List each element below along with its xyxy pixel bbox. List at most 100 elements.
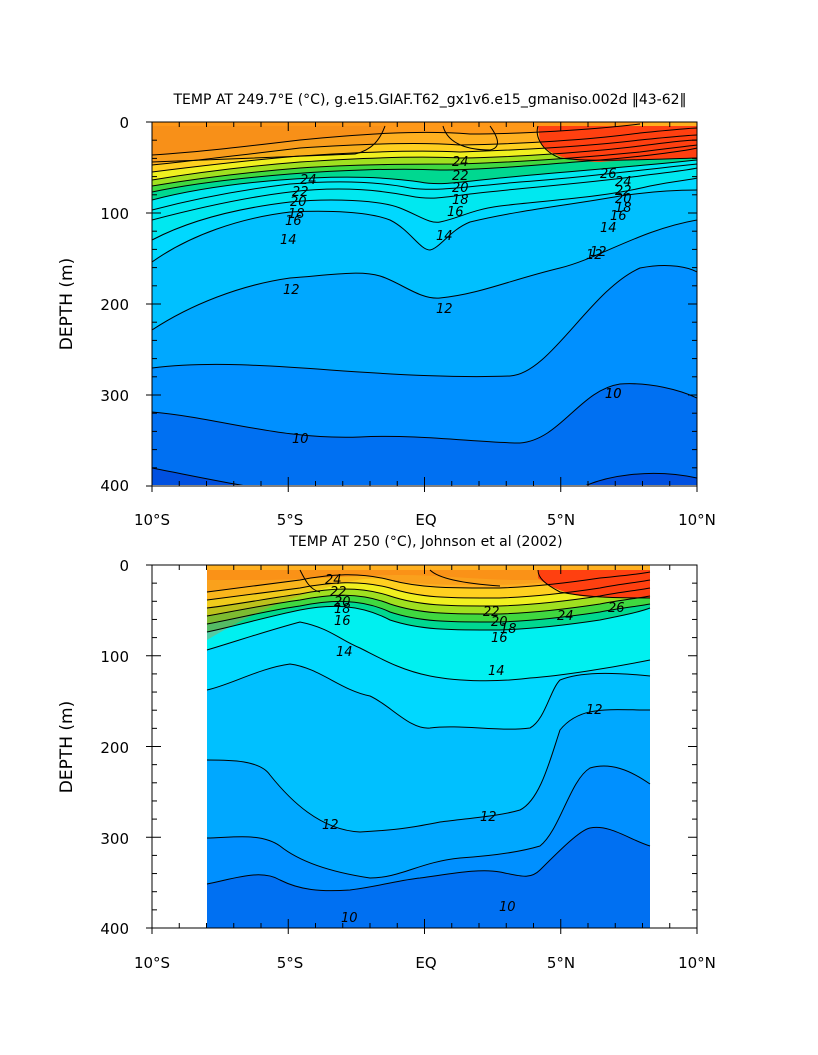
contour-line — [206, 579, 651, 601]
contour-label: 10 — [605, 387, 622, 402]
bottom-ytick-200: 200 — [100, 739, 129, 757]
contour-line — [442, 125, 498, 151]
bottom-ticks — [146, 564, 698, 934]
top-ytick-300: 300 — [100, 387, 129, 405]
contour-line — [152, 144, 697, 187]
top-ytick-400: 400 — [100, 477, 129, 495]
contour-label: 16 — [491, 631, 508, 646]
contour-label: 12 — [586, 248, 603, 263]
contour-line — [152, 177, 697, 241]
contour-label: 24 — [452, 155, 469, 170]
contour-label: 10 — [292, 432, 309, 447]
contour-line — [152, 383, 697, 444]
contour-line — [152, 163, 697, 211]
contour-line — [206, 826, 651, 892]
contour-label: 12 — [283, 283, 300, 298]
contour-line — [536, 125, 697, 161]
contour-line — [429, 569, 501, 587]
contour-label: 16 — [447, 205, 464, 220]
bottom-ytick-300: 300 — [100, 830, 129, 848]
contour-line — [152, 219, 697, 331]
bottom-contour-lines — [206, 569, 651, 892]
contour-label: 10 — [605, 387, 622, 402]
top-xtick-5N: 5°N — [547, 511, 575, 529]
contour-label: 14 — [488, 664, 505, 679]
contour-line — [206, 605, 651, 633]
contour-label: 24 — [615, 175, 632, 190]
contour-line — [152, 123, 641, 156]
contour-line — [152, 265, 697, 378]
top-xtick-10S: 10°S — [134, 511, 170, 529]
contour-label: 10 — [499, 900, 516, 915]
contour-line — [206, 621, 651, 682]
fill-band-25a — [207, 570, 650, 640]
contour-label: 18 — [288, 207, 305, 222]
top-ticks — [146, 121, 698, 492]
contour-label: 24 — [325, 573, 342, 588]
contour-line — [152, 147, 697, 193]
contour-line — [206, 600, 651, 625]
top-xtick-5S: 5°S — [277, 511, 304, 529]
contour-label: 12 — [480, 810, 497, 825]
bottom-contour-fills — [207, 565, 650, 928]
contour-line — [537, 569, 651, 599]
fill-band-27 — [538, 570, 650, 598]
contour-label: 26 — [608, 601, 625, 616]
bottom-title: TEMP AT 250 (°C), Johnson et al (2002) — [288, 534, 562, 550]
top-xtick-EQ: EQ — [415, 511, 436, 529]
contour-label: 14 — [600, 221, 617, 236]
contour-line — [152, 134, 697, 173]
top-contour-lines — [152, 123, 697, 485]
contour-line — [206, 765, 651, 879]
bottom-ytick-400: 400 — [100, 920, 129, 938]
contour-label: 18 — [452, 193, 469, 208]
contour-label: 24 — [557, 609, 574, 624]
top-ytick-0: 0 — [119, 114, 129, 132]
top-xtick-10N: 10°N — [678, 511, 716, 529]
contour-label: 10 — [341, 911, 358, 926]
contour-line — [152, 159, 697, 201]
top-title: TEMP AT 249.7°E (°C), g.e15.GIAF.T62_gx1… — [172, 92, 686, 108]
contour-label: 22 — [292, 185, 309, 200]
top-ytick-200: 200 — [100, 296, 129, 314]
contour-label: 14 — [280, 233, 297, 248]
contour-line — [152, 139, 697, 181]
contour-label: 20 — [615, 192, 632, 207]
bottom-ytick-0: 0 — [119, 557, 129, 575]
contour-line — [152, 167, 697, 221]
fill-band-27 — [538, 126, 697, 162]
fill-band-24 — [152, 122, 656, 155]
contour-label: 22 — [452, 169, 469, 184]
contour-label: 26 — [600, 167, 617, 182]
bottom-xtick-10N: 10°N — [678, 954, 716, 972]
contour-label: 16 — [610, 209, 627, 224]
bottom-xtick-EQ: EQ — [415, 954, 436, 972]
bottom-xtick-5N: 5°N — [547, 954, 575, 972]
contour-label: 22 — [330, 585, 347, 600]
bottom-contour-labels: 24 22 20 18 16 14 12 10 14 12 10 22 20 1… — [322, 573, 625, 926]
contour-line — [206, 709, 651, 833]
contour-line — [206, 587, 651, 609]
contour-label: 12 — [436, 302, 453, 317]
contour-label: 20 — [491, 615, 508, 630]
contour-label: 14 — [336, 645, 353, 660]
bottom-ytick-100: 100 — [100, 648, 129, 666]
contour-label: 22 — [615, 184, 632, 199]
bottom-xtick-10S: 10°S — [134, 954, 170, 972]
contour-label: 18 — [615, 201, 632, 216]
contour-label: 18 — [334, 602, 351, 617]
bottom-ylabel: DEPTH (m) — [57, 701, 77, 793]
contour-label: 16 — [334, 614, 351, 629]
contour-label: 12 — [590, 245, 607, 260]
contour-label: 24 — [300, 173, 317, 188]
contour-line — [299, 569, 321, 593]
contour-label: 12 — [586, 703, 603, 718]
contour-label: 18 — [500, 622, 517, 637]
contour-line — [152, 467, 697, 485]
contour-label: 14 — [436, 229, 453, 244]
contour-line — [206, 594, 651, 617]
contour-label: 20 — [334, 595, 351, 610]
top-panel: TEMP AT 249.7°E (°C), g.e15.GIAF.T62_gx1… — [57, 92, 716, 529]
top-contour-labels: 24 22 20 18 16 14 12 10 24 22 20 18 16 1… — [280, 155, 632, 447]
bottom-panel: TEMP AT 250 (°C), Johnson et al (2002) — [57, 534, 716, 972]
